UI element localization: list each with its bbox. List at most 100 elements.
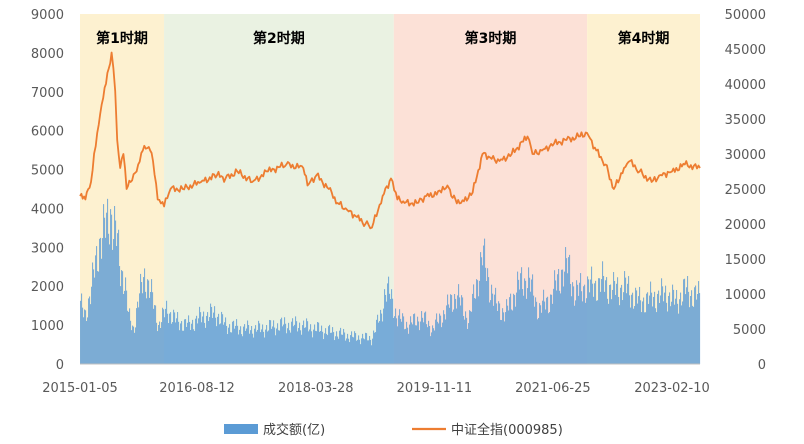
- volume-bar: [158, 325, 160, 364]
- volume-bar: [608, 303, 610, 364]
- volume-bar: [325, 328, 327, 364]
- y-left-tick-label: 0: [56, 358, 64, 373]
- volume-bar: [107, 198, 109, 364]
- volume-bar: [214, 306, 216, 364]
- volume-bar: [331, 332, 333, 364]
- volume-bar: [92, 262, 94, 364]
- volume-bar: [222, 314, 224, 364]
- volume-bar: [250, 330, 252, 364]
- volume-bar: [613, 272, 615, 364]
- volume-bar: [223, 324, 225, 364]
- y-right-tick-label: 30000: [725, 148, 766, 163]
- volume-bar: [239, 329, 241, 364]
- volume-bar: [658, 290, 660, 364]
- x-tick-label: 2015-01-05: [42, 381, 118, 396]
- volume-bar: [426, 324, 428, 364]
- volume-bar: [405, 328, 407, 364]
- volume-bar: [648, 303, 650, 364]
- volume-bar: [268, 330, 270, 364]
- volume-bar: [461, 295, 463, 364]
- volume-bar: [234, 328, 236, 364]
- volume-bar: [381, 313, 383, 364]
- volume-bar: [695, 285, 697, 364]
- period-label-4: 第4时期: [618, 30, 670, 47]
- volume-bar: [305, 327, 307, 364]
- volume-bar: [557, 274, 559, 364]
- volume-bar: [202, 316, 204, 364]
- volume-bar: [128, 311, 130, 364]
- volume-bar: [332, 327, 334, 364]
- volume-bar: [597, 300, 599, 364]
- volume-bar: [310, 324, 312, 364]
- volume-bar: [633, 308, 635, 364]
- volume-bar: [485, 267, 487, 364]
- x-tick-label: 2018-03-28: [278, 381, 354, 396]
- volume-bar: [539, 303, 541, 364]
- volume-bar: [362, 333, 364, 364]
- volume-bar: [565, 247, 567, 364]
- volume-bar: [203, 311, 205, 364]
- volume-bar: [108, 233, 110, 364]
- volume-bar: [184, 319, 186, 364]
- volume-bar: [113, 238, 115, 364]
- volume-bar: [344, 332, 346, 364]
- volume-bar: [127, 310, 129, 364]
- volume-bar: [153, 308, 155, 364]
- volume-bar: [380, 309, 382, 364]
- volume-bar: [685, 294, 687, 364]
- volume-bar: [205, 327, 207, 364]
- y-left-tick-label: 9000: [31, 8, 64, 23]
- volume-bar: [140, 273, 142, 364]
- volume-bar: [661, 278, 663, 364]
- volume-bar: [429, 326, 431, 364]
- volume-bar: [219, 324, 221, 364]
- volume-bar: [529, 277, 531, 364]
- volume-bar: [231, 332, 233, 364]
- volume-bar: [353, 337, 355, 364]
- volume-bar: [463, 315, 465, 364]
- volume-bar: [694, 287, 696, 364]
- volume-bar: [420, 321, 422, 364]
- volume-bar: [453, 309, 455, 364]
- volume-bar: [406, 321, 408, 364]
- volume-bar: [412, 324, 414, 364]
- volume-bar: [137, 301, 139, 364]
- volume-bar: [91, 286, 93, 364]
- volume-bar: [84, 309, 86, 364]
- volume-bar: [105, 237, 107, 364]
- volume-bar: [321, 325, 323, 364]
- volume-bar: [139, 293, 141, 364]
- volume-bar: [667, 311, 669, 364]
- volume-bar: [670, 306, 672, 364]
- volume-bar: [588, 279, 590, 364]
- volume-bar: [255, 325, 257, 364]
- volume-bar: [540, 305, 542, 364]
- volume-bar: [175, 322, 177, 364]
- volume-bar: [150, 291, 152, 364]
- volume-bar: [635, 287, 637, 364]
- volume-bar: [571, 296, 573, 364]
- volume-bar: [303, 320, 305, 364]
- volume-bar: [472, 293, 474, 364]
- volume-bar: [690, 295, 692, 364]
- volume-bar: [445, 319, 447, 364]
- volume-bar: [135, 327, 137, 364]
- volume-bar: [582, 301, 584, 364]
- volume-bar: [587, 276, 589, 364]
- volume-bar: [270, 320, 272, 364]
- volume-bar: [479, 280, 481, 364]
- volume-bar: [207, 312, 209, 364]
- volume-bar: [179, 330, 181, 364]
- volume-bar: [595, 280, 597, 364]
- volume-bar: [257, 329, 259, 364]
- volume-bar: [450, 294, 452, 364]
- volume-bar: [650, 281, 652, 364]
- volume-bar: [236, 319, 238, 364]
- volume-bar: [342, 334, 344, 364]
- volume-bar: [663, 301, 665, 364]
- volume-bar: [559, 290, 561, 364]
- volume-bar: [323, 339, 325, 364]
- volume-bar: [296, 321, 298, 364]
- volume-bar: [200, 312, 202, 364]
- x-tick-label: 2023-02-10: [634, 381, 710, 396]
